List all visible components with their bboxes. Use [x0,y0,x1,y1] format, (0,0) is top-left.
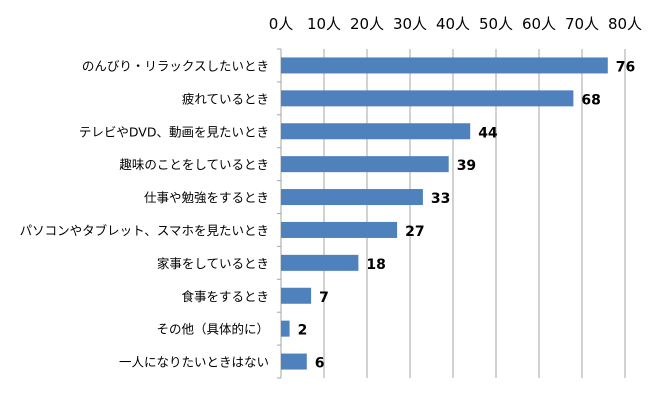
data-label: 33 [431,191,450,207]
x-tick-label: 60人 [522,15,556,33]
data-label: 18 [366,257,385,273]
bar [281,189,423,206]
data-label: 27 [405,224,424,240]
x-tick-label: 80人 [608,15,642,33]
category-label: 家事をしているとき [157,256,269,271]
data-label: 2 [298,323,308,339]
bar [281,57,608,74]
bar [281,90,574,107]
bar [281,123,471,140]
category-label: テレビやDVD、動画を見たいとき [79,124,269,139]
data-label: 44 [478,125,498,141]
bar [281,353,307,370]
category-label: のんびり・リラックスしたいとき [82,58,269,73]
x-tick-label: 70人 [565,15,599,33]
x-tick-label: 0人 [269,15,294,33]
category-label: 疲れているとき [182,91,269,106]
x-tick-label: 40人 [436,15,470,33]
category-label: パソコンやタブレット、スマホを見たいとき [20,223,269,238]
data-label: 7 [319,290,329,306]
x-tick-label: 10人 [307,15,341,33]
data-label: 6 [315,356,325,372]
data-label: 76 [616,59,635,75]
bar [281,254,359,271]
x-tick-label: 20人 [350,15,384,33]
bar [281,221,398,238]
bar [281,287,312,304]
x-tick-label: 50人 [479,15,513,33]
category-label: 趣味のことをしているとき [119,157,269,172]
bar [281,320,290,337]
bar [281,156,449,173]
category-label: その他（具体的に） [156,322,269,337]
category-label: 仕事や勉強をするとき [144,190,269,205]
category-label: 一人になりたいときはない [119,355,269,370]
data-label: 68 [581,92,600,108]
category-label: 食事をするとき [181,289,269,304]
x-tick-label: 30人 [393,15,427,33]
data-label: 39 [457,158,476,174]
